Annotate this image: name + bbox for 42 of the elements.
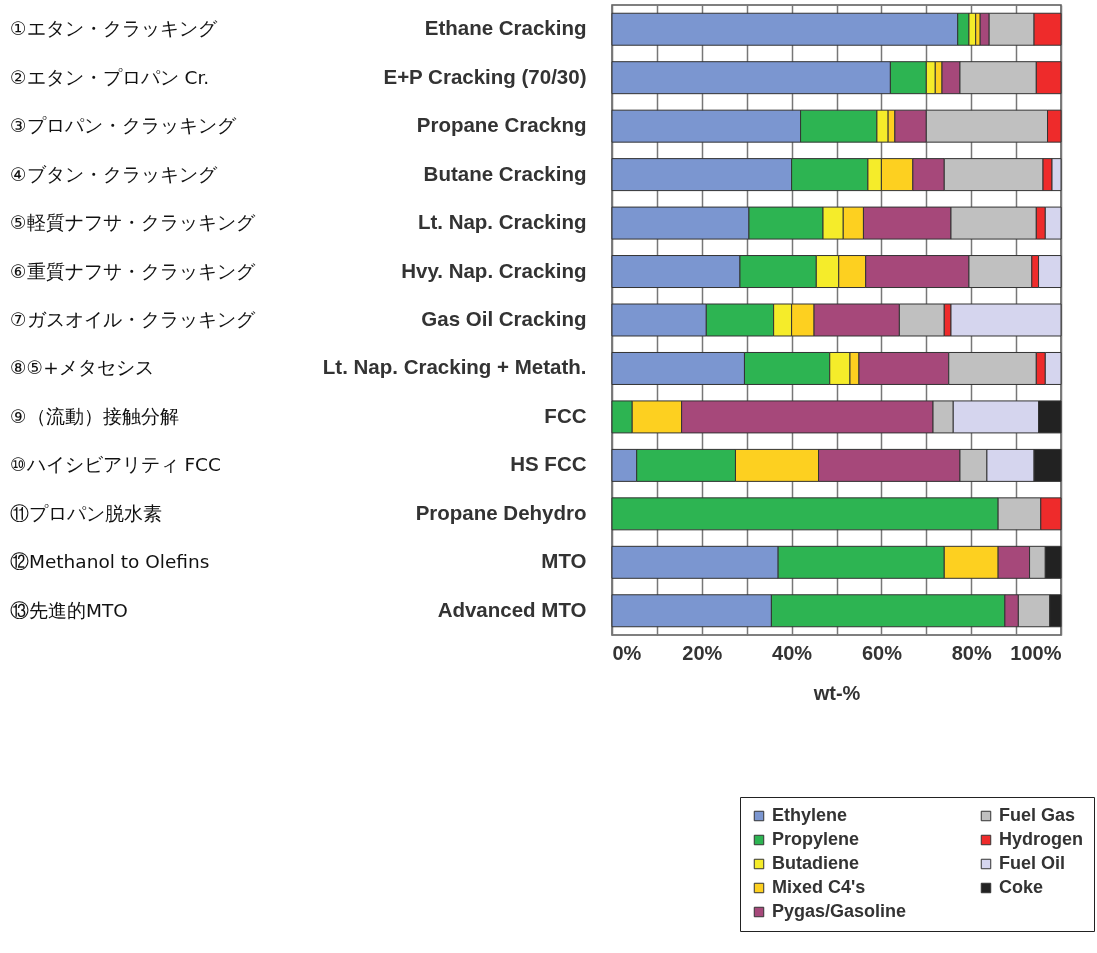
legend-label: Propylene [772, 829, 860, 849]
text: ⑫Methanol to Olefins [10, 551, 210, 573]
legend-label: Coke [999, 877, 1044, 897]
y-tick-label: Ethane Cracking [424, 16, 587, 40]
y-tick-label: Propane Dehydro [415, 500, 587, 524]
x-tick-label: 80% [951, 641, 992, 664]
legend-label: Fuel Gas [999, 805, 1076, 825]
y-tick-label: HS FCC [510, 452, 587, 476]
text: ①エタン・クラッキング [10, 18, 218, 40]
text: ⑦ガスオイル・クラッキング [10, 309, 256, 330]
text: ⑤軽質ナフサ・クラッキング [10, 212, 256, 234]
x-tick-label: 60% [861, 641, 903, 664]
legend-label: Hydrogen [999, 829, 1084, 849]
y-tick-label: Lt. Nap. Cracking + Metath. [322, 355, 587, 379]
y-tick-label: E+P Cracking (70/30) [383, 64, 587, 88]
text: ④ブタン・クラッキング [10, 163, 218, 185]
text: ⑧⑤+メタセシス [10, 357, 154, 379]
text: ⑨（流動）接触分解 [10, 405, 179, 427]
legend-label: Fuel Oil [999, 853, 1066, 873]
x-tick-label: 0% [612, 641, 642, 664]
y-tick-label: Gas Oil Cracking [421, 307, 587, 330]
text: ⑥重質ナフサ・クラッキング [10, 260, 256, 282]
y-tick-label: Hvy. Nap. Cracking [401, 258, 587, 282]
x-tick-label: 20% [682, 641, 723, 664]
legend-label: Mixed C4's [772, 877, 866, 897]
text: ⑩ハイシビアリティ FCC [10, 454, 221, 476]
y-tick-label: Lt. Nap. Cracking [417, 210, 587, 234]
text: ⑪プロパン脱水素 [10, 502, 162, 524]
x-axis-title: wt-% [812, 681, 861, 704]
y-tick-label: Propane Crackng [416, 113, 587, 137]
y-tick-label: Butane Cracking [423, 161, 587, 185]
y-tick-label: FCC [544, 403, 587, 427]
legend-label: Ethylene [772, 805, 848, 825]
y-tick-label: Advanced MTO [437, 597, 587, 621]
text: ③プロパン・クラッキング [10, 115, 237, 137]
legend-label: Pygas/Gasoline [772, 901, 907, 921]
text: ②エタン・プロパン Cr. [10, 66, 210, 88]
x-tick-label: 100% [1010, 641, 1062, 664]
text: ⑬先進的MTO [10, 599, 128, 621]
x-tick-label: 40% [772, 641, 813, 664]
legend-label: Butadiene [772, 853, 860, 873]
y-tick-label: MTO [541, 549, 587, 573]
